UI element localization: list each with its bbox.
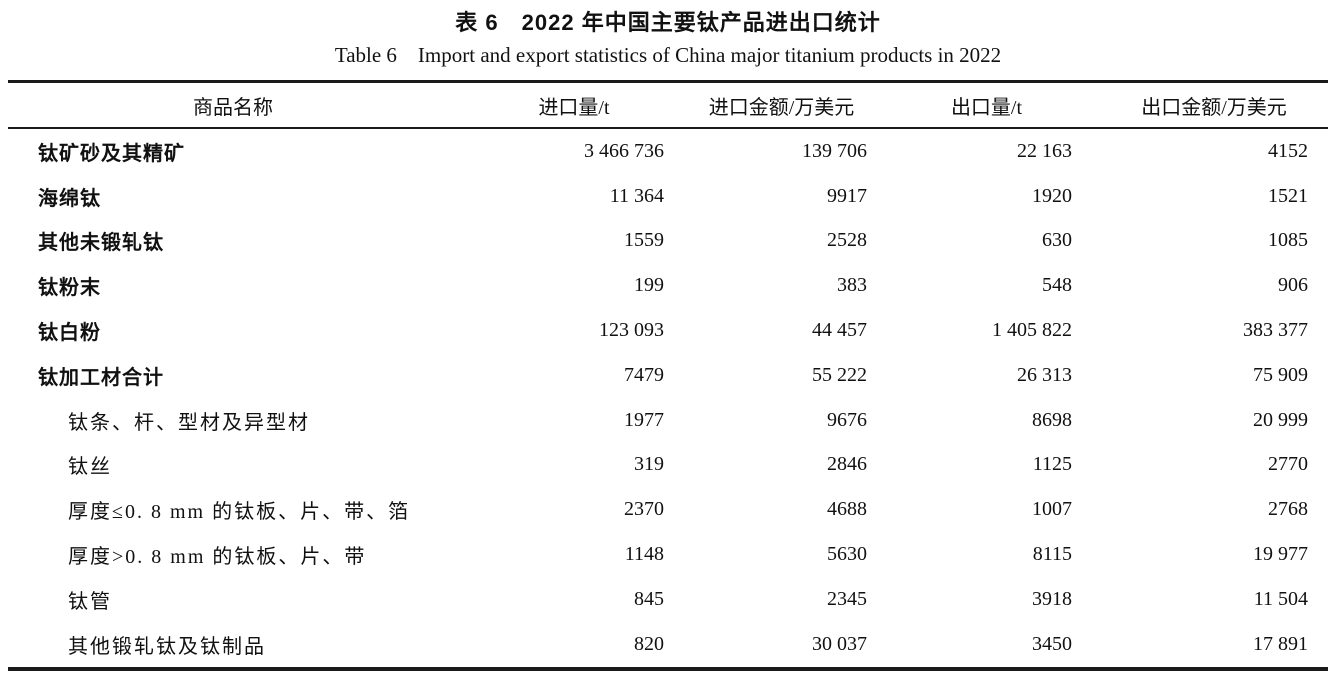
export-qty-cell: 1125 bbox=[1032, 453, 1072, 476]
export-qty-cell: 630 bbox=[1042, 229, 1072, 252]
table-row: 钛丝 319 2846 1125 2770 bbox=[8, 443, 1328, 488]
export-qty-cell: 26 313 bbox=[1017, 363, 1072, 386]
table-header: 商品名称 进口量/t 进口金额/万美元 出口量/t 出口金额/万美元 bbox=[8, 82, 1328, 128]
table-row: 厚度>0. 8 mm 的钛板、片、带 1148 5630 8115 19 977 bbox=[8, 532, 1328, 577]
import-qty-cell: 11 364 bbox=[609, 184, 664, 207]
import-qty-cell: 820 bbox=[634, 632, 664, 655]
import-qty-cell: 319 bbox=[634, 453, 664, 476]
import-value-cell: 55 222 bbox=[812, 363, 867, 386]
table-row: 其他锻轧钛及钛制品 820 30 037 3450 17 891 bbox=[8, 622, 1328, 669]
export-qty-cell: 8698 bbox=[1032, 408, 1072, 431]
import-qty-cell: 1148 bbox=[624, 543, 664, 566]
header-import-qty: 进口量/t bbox=[538, 96, 610, 119]
product-name-cell: 钛丝 bbox=[68, 456, 112, 479]
export-value-cell: 1521 bbox=[1268, 184, 1308, 207]
table-row: 钛矿砂及其精矿 3 466 736 139 706 22 163 4152 bbox=[8, 128, 1328, 174]
import-value-cell: 30 037 bbox=[812, 632, 867, 655]
product-name-cell: 海绵钛 bbox=[38, 187, 101, 210]
export-qty-cell: 22 163 bbox=[1017, 139, 1072, 162]
export-value-cell: 75 909 bbox=[1253, 363, 1308, 386]
import-qty-cell: 2370 bbox=[624, 498, 664, 521]
export-qty-cell: 8115 bbox=[1032, 543, 1072, 566]
table-row: 钛管 845 2345 3918 11 504 bbox=[8, 577, 1328, 622]
product-name-cell: 钛粉末 bbox=[38, 277, 101, 300]
product-name-cell: 钛矿砂及其精矿 bbox=[38, 142, 185, 165]
table-row: 其他未锻轧钛 1559 2528 630 1085 bbox=[8, 219, 1328, 264]
table-row: 海绵钛 11 364 9917 1920 1521 bbox=[8, 174, 1328, 219]
header-row: 商品名称 进口量/t 进口金额/万美元 出口量/t 出口金额/万美元 bbox=[8, 82, 1328, 128]
export-value-cell: 2768 bbox=[1268, 498, 1308, 521]
product-name-cell: 钛条、杆、型材及异型材 bbox=[68, 411, 310, 434]
import-value-cell: 383 bbox=[837, 274, 867, 297]
export-value-cell: 383 377 bbox=[1243, 319, 1308, 342]
export-value-cell: 2770 bbox=[1268, 453, 1308, 476]
import-value-cell: 5630 bbox=[827, 543, 867, 566]
header-export-qty: 出口量/t bbox=[950, 96, 1023, 119]
table-row: 钛条、杆、型材及异型材 1977 9676 8698 20 999 bbox=[8, 398, 1328, 443]
import-export-table: 商品名称 进口量/t 进口金额/万美元 出口量/t 出口金额/万美元 钛矿砂及其… bbox=[8, 80, 1328, 671]
import-value-cell: 2846 bbox=[827, 453, 867, 476]
import-qty-cell: 123 093 bbox=[599, 319, 664, 342]
export-qty-cell: 3450 bbox=[1032, 632, 1072, 655]
export-value-cell: 11 504 bbox=[1253, 587, 1308, 610]
import-qty-cell: 845 bbox=[634, 587, 664, 610]
product-name-cell: 钛白粉 bbox=[38, 322, 101, 345]
import-qty-cell: 7479 bbox=[624, 363, 664, 386]
import-value-cell: 9917 bbox=[827, 184, 867, 207]
export-qty-cell: 1920 bbox=[1032, 184, 1072, 207]
product-name-cell: 钛加工材合计 bbox=[38, 366, 164, 389]
import-qty-cell: 199 bbox=[634, 274, 664, 297]
table-row: 钛白粉 123 093 44 457 1 405 822 383 377 bbox=[8, 308, 1328, 353]
table-title-en: Table 6 Import and export statistics of … bbox=[334, 43, 1002, 67]
product-name-cell: 厚度>0. 8 mm 的钛板、片、带 bbox=[68, 546, 367, 569]
export-qty-cell: 3918 bbox=[1032, 587, 1072, 610]
export-value-cell: 19 977 bbox=[1253, 543, 1308, 566]
export-value-cell: 20 999 bbox=[1253, 408, 1308, 431]
product-name-cell: 其他锻轧钛及钛制品 bbox=[68, 635, 266, 658]
export-qty-cell: 548 bbox=[1042, 274, 1072, 297]
export-value-cell: 906 bbox=[1278, 274, 1308, 297]
header-product-name: 商品名称 bbox=[193, 96, 273, 119]
import-value-cell: 4688 bbox=[827, 498, 867, 521]
import-qty-cell: 1559 bbox=[624, 229, 664, 252]
import-value-cell: 44 457 bbox=[812, 319, 867, 342]
export-value-cell: 4152 bbox=[1268, 139, 1308, 162]
import-value-cell: 139 706 bbox=[802, 139, 867, 162]
table-body: 钛矿砂及其精矿 3 466 736 139 706 22 163 4152 海绵钛 11 3… bbox=[8, 128, 1328, 669]
table-row: 钛加工材合计 7479 55 222 26 313 75 909 bbox=[8, 353, 1328, 398]
export-qty-cell: 1007 bbox=[1032, 498, 1072, 521]
header-import-value: 进口金额/万美元 bbox=[708, 96, 855, 119]
import-value-cell: 2528 bbox=[827, 229, 867, 252]
header-export-value: 出口金额/万美元 bbox=[1141, 96, 1287, 119]
product-name-cell: 钛管 bbox=[68, 590, 112, 613]
export-qty-cell: 1 405 822 bbox=[992, 319, 1072, 342]
table-row: 厚度≤0. 8 mm 的钛板、片、带、箔 2370 4688 1007 2768 bbox=[8, 487, 1328, 532]
export-value-cell: 17 891 bbox=[1253, 632, 1308, 655]
table-row: 钛粉末 199 383 548 906 bbox=[8, 263, 1328, 308]
product-name-cell: 厚度≤0. 8 mm 的钛板、片、带、箔 bbox=[68, 501, 411, 524]
product-name-cell: 其他未锻轧钛 bbox=[38, 232, 164, 255]
import-qty-cell: 1977 bbox=[624, 408, 664, 431]
import-value-cell: 2345 bbox=[827, 587, 867, 610]
table-title-zh: 表 6 2022 年中国主要钛产品进出口统计 bbox=[455, 10, 881, 35]
export-value-cell: 1085 bbox=[1268, 229, 1308, 252]
import-value-cell: 9676 bbox=[827, 408, 867, 431]
import-qty-cell: 3 466 736 bbox=[584, 139, 664, 162]
